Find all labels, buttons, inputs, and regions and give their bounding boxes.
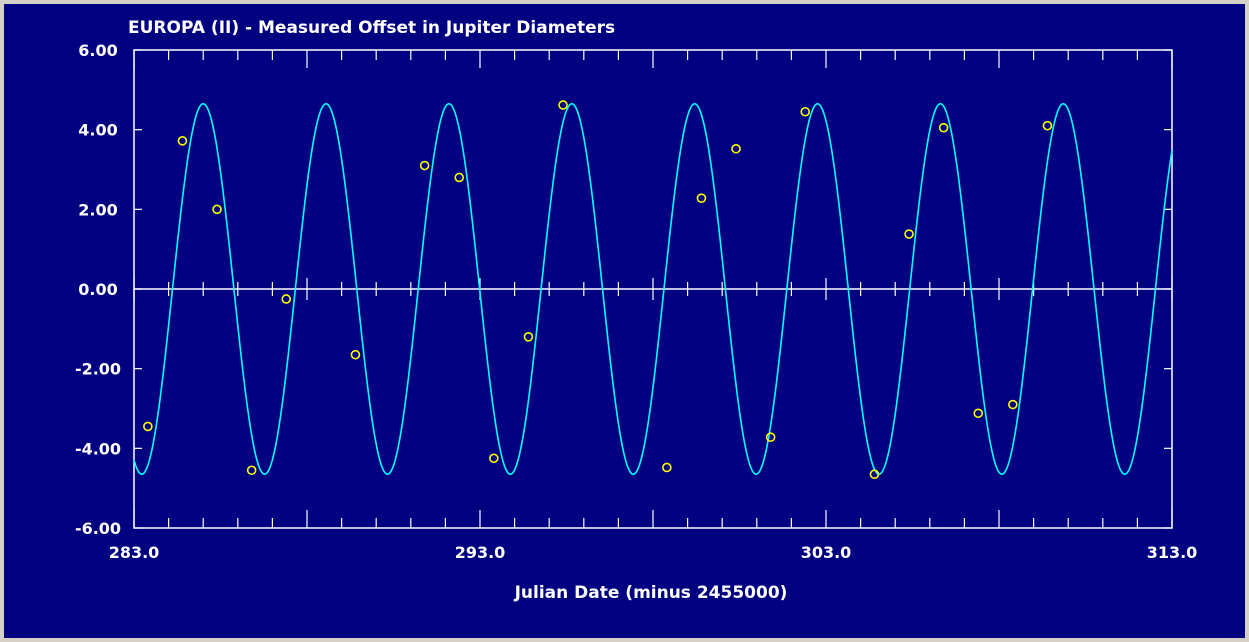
data-point xyxy=(938,122,949,133)
data-point xyxy=(523,331,534,342)
x-tick-label: 303.0 xyxy=(801,543,852,562)
y-tick-label: 2.00 xyxy=(78,200,117,219)
y-tick-label: -6.00 xyxy=(75,519,121,538)
y-tick-label: -4.00 xyxy=(75,439,121,458)
data-point xyxy=(662,462,672,473)
data-point xyxy=(800,106,811,117)
chart-frame: EUROPA (II) - Measured Offset in Jupiter… xyxy=(4,4,1245,638)
x-axis-label: Julian Date (minus 2455000) xyxy=(514,583,788,603)
y-tick-label: 0.00 xyxy=(78,280,117,299)
data-point xyxy=(696,193,707,203)
x-tick-label: 313.0 xyxy=(1147,543,1198,562)
data-point xyxy=(419,160,430,171)
data-point xyxy=(1042,120,1053,131)
data-point xyxy=(973,408,984,419)
data-point xyxy=(558,100,568,110)
plot-area: 6.00 4.00 2.00 0.00 -2.00 -4.00 -6.00 283.0 293.… xyxy=(75,41,1197,562)
data-point xyxy=(143,421,153,432)
data-point xyxy=(765,432,776,442)
chart-title: EUROPA (II) - Measured Offset in Jupiter… xyxy=(128,18,615,38)
data-point xyxy=(904,229,914,239)
data-point xyxy=(350,349,361,360)
data-point xyxy=(281,294,292,304)
data-point xyxy=(731,143,741,154)
data-point xyxy=(454,172,465,183)
chart: EUROPA (II) - Measured Offset in Jupiter… xyxy=(75,18,1197,603)
data-point xyxy=(212,204,222,215)
x-tick-label: 293.0 xyxy=(455,543,506,562)
x-tick-label: 283.0 xyxy=(109,543,160,562)
data-point xyxy=(489,453,499,464)
y-tick-label: 6.00 xyxy=(78,41,117,60)
data-point xyxy=(1008,399,1018,410)
data-point xyxy=(246,465,257,476)
y-tick-label: 4.00 xyxy=(78,121,117,140)
y-tick-label: -2.00 xyxy=(75,360,121,379)
fit-curve xyxy=(133,102,1173,476)
data-point xyxy=(177,136,188,146)
data-point xyxy=(869,469,880,480)
